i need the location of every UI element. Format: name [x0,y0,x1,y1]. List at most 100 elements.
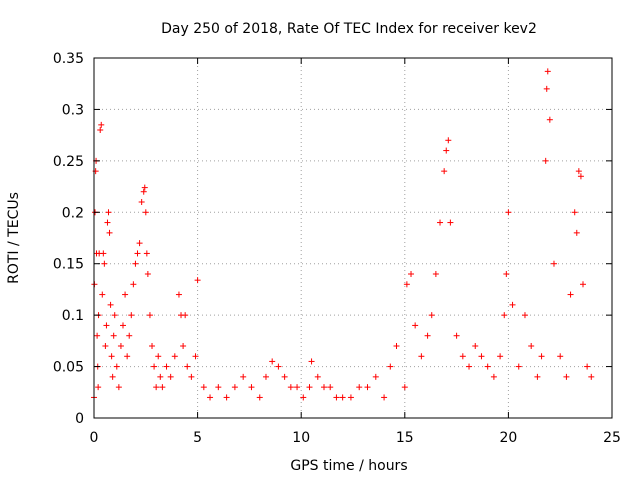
tick-labels: 0 5 10 15 20 25 0 0.05 0.1 0.15 0.2 0.25 0.3 0.35 [53,51,621,446]
data-point [132,260,139,267]
data-point [503,271,510,277]
data-point [294,384,301,391]
data-point [104,219,111,226]
data-point [567,291,574,298]
data-point [138,199,145,205]
data-point [105,209,112,216]
data-point [115,384,122,391]
data-point [231,384,238,391]
data-point [314,373,321,380]
data-point [300,394,307,401]
data-point [393,343,400,349]
data-point [100,250,107,257]
data-point [544,68,551,75]
data-point [101,260,108,267]
data-point [505,209,512,216]
data-point [501,312,508,319]
data-point [557,353,564,360]
data-point [256,394,263,401]
data-point [347,394,354,401]
y-tick-label: 0.05 [53,360,84,376]
data-point [184,363,191,370]
x-tick-label: 5 [193,430,202,446]
data-point [136,240,143,247]
data-point [151,363,158,370]
data-point [275,363,282,370]
data-point [437,219,444,226]
data-point [134,250,141,257]
data-point [550,260,557,267]
data-point [155,353,162,360]
data-point [144,271,151,277]
y-tick-label: 0.15 [53,257,84,273]
data-point [146,312,153,319]
data-point [149,343,156,349]
data-point [126,332,133,339]
data-point [424,332,431,339]
data-point [453,332,460,339]
data-point [143,250,150,257]
data-point [262,373,269,380]
data-point [192,353,199,360]
data-point [466,363,473,370]
data-point [113,363,120,370]
data-point [445,137,452,144]
data-point [528,343,535,349]
data-point [107,301,114,308]
data-point [573,229,580,236]
y-tick-label: 0.35 [53,51,84,67]
data-point [108,353,115,360]
data-point [546,116,553,123]
data-point [490,373,497,380]
data-point [441,168,448,175]
y-tick-label: 0.25 [53,154,84,170]
data-point [356,384,363,391]
data-point [248,384,255,391]
data-point [538,353,545,360]
data-point [579,281,586,288]
data-point [478,353,485,360]
data-point [372,373,379,380]
data-point [472,343,479,349]
y-tick-label: 0.2 [62,205,84,221]
data-point [401,384,408,391]
data-point [95,384,102,391]
data-point [534,373,541,380]
data-point [111,312,118,319]
data-point [159,384,166,391]
data-point [515,363,522,370]
data-point [130,281,137,288]
data-point [167,373,174,380]
y-axis-label: ROTI / TECUs [6,192,22,284]
data-point [443,147,450,154]
data-point [122,291,129,298]
data-point [403,281,410,288]
y-tick-label: 0.1 [62,308,84,324]
data-point [308,358,315,365]
data-point [109,373,116,380]
x-tick-label: 15 [396,430,414,446]
data-point [194,277,201,284]
data-point [339,394,346,401]
data-point [571,209,578,216]
x-axis-label: GPS time / hours [290,458,407,474]
data-point [563,373,570,380]
data-point [327,384,334,391]
data-point [447,219,454,226]
data-point [269,358,276,365]
ticks [93,57,613,419]
x-tick-label: 10 [292,430,310,446]
data-point [497,353,504,360]
data-point [180,343,187,349]
plot-frame [93,57,613,419]
data-point [124,353,131,360]
data-point [584,363,591,370]
data-point [287,384,294,391]
data-point [102,343,109,349]
data-point [153,384,160,391]
data-point [142,209,149,216]
data-point [459,353,466,360]
chart-title: Day 250 of 2018, Rate Of TEC Index for r… [161,21,537,37]
data-point [215,384,222,391]
